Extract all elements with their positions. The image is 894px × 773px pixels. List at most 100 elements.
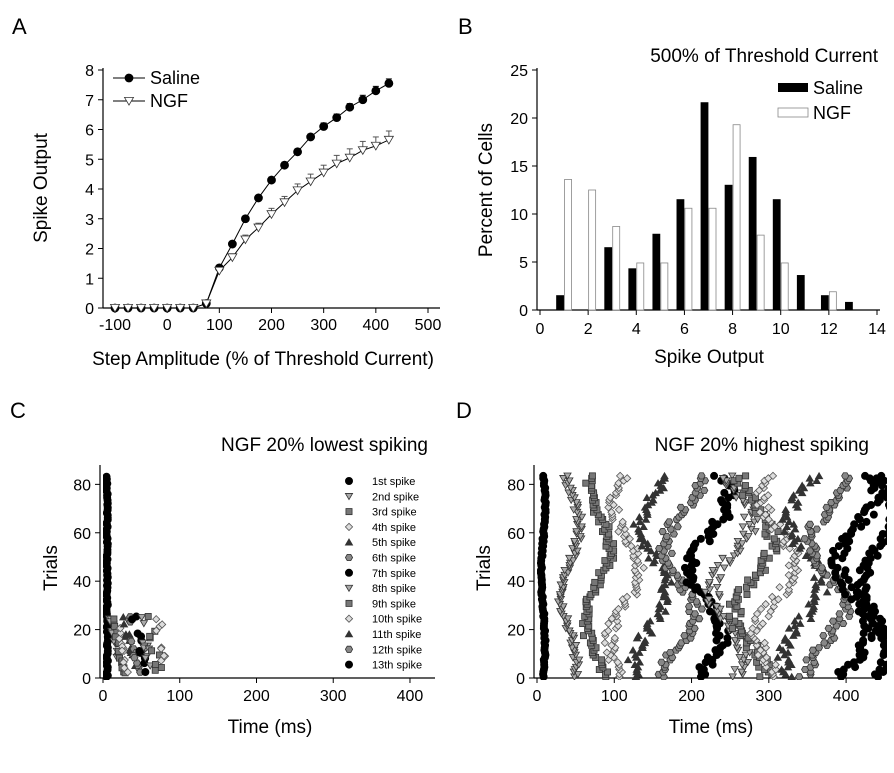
panel-b-histogram: 500% of Threshold Current Percent of Cel…	[476, 46, 886, 368]
panel-a-line-saline	[115, 82, 390, 309]
panel-d-spike-2	[570, 537, 579, 546]
panel-d-spike-14	[876, 658, 885, 667]
panel-d-spike-8	[737, 668, 746, 676]
panel-d-spike-8	[713, 562, 723, 570]
panel-d-spike-10	[768, 592, 777, 602]
panel-d-spike-12	[801, 666, 810, 674]
panel-d-spike-10	[762, 662, 771, 672]
panel-d-spike-9	[742, 482, 749, 490]
panel-d-spike-9	[735, 586, 743, 594]
panel-d-spike-5	[635, 658, 645, 666]
panel-c-spike-9	[152, 661, 159, 668]
panel-d-spike-4	[604, 619, 613, 628]
panel-d-spike-4	[615, 471, 625, 481]
panel-d-spike-13	[829, 546, 838, 555]
panel-d-spike-13	[862, 517, 871, 526]
panel-b-bar-saline	[796, 275, 805, 311]
panel-c-legend-marker-13	[344, 660, 353, 669]
panel-d-spike-5	[635, 517, 645, 526]
panel-c-legend-marker-3	[345, 508, 353, 516]
panel-d-spike-5	[653, 609, 663, 618]
panel-c-legend-label-5: 5th spike	[372, 537, 416, 549]
panel-d-spike-13	[861, 471, 870, 480]
panel-d-spike-11	[787, 672, 796, 680]
panel-d-spike-11	[791, 626, 801, 635]
panel-b-y-tick-label: 0	[519, 303, 528, 320]
panel-c-spike-9	[144, 613, 152, 620]
panel-d-spike-11	[790, 617, 800, 625]
panel-d-spike-2	[577, 523, 586, 531]
panel-d-spike-6	[667, 549, 676, 557]
panel-a-point-ngf	[188, 303, 199, 313]
panel-c-x-tick-label: 0	[99, 688, 108, 705]
panel-d-spike-6	[662, 532, 671, 540]
panel-a-point-saline	[227, 239, 237, 249]
panel-b-legend-ngf-label: NGF	[813, 103, 851, 123]
panel-b-y-tick-label: 5	[519, 255, 528, 272]
panel-c-spike-5	[119, 620, 129, 628]
panel-label-c: C	[10, 398, 26, 423]
panel-a-y-axis-label: Spike Output	[31, 132, 52, 243]
panel-d-spike-14	[853, 588, 862, 597]
panel-c-legend-label-8: 8th spike	[372, 583, 416, 595]
panel-d-spike-5	[639, 522, 648, 531]
panel-d-spike-11	[780, 527, 789, 535]
panel-c-spike-10	[157, 620, 167, 629]
panel-d-spike-14	[884, 523, 887, 531]
panel-b-x-tick-label: 12	[820, 321, 838, 338]
panel-b-legend-saline-label: Saline	[813, 78, 863, 98]
panel-c-legend-label-2: 2nd spike	[372, 491, 419, 503]
panel-d-spike-6	[697, 472, 706, 480]
panel-c-spike-6	[130, 654, 139, 662]
panel-d-spike-6	[697, 605, 706, 613]
panel-d-spike-8	[739, 513, 749, 522]
panel-d-spike-8	[720, 564, 729, 572]
panel-c-legend-marker-10	[344, 614, 354, 623]
panel-d-spike-11	[784, 655, 793, 664]
panel-d-spike-2	[566, 484, 575, 493]
panel-d-spike-13	[869, 510, 878, 519]
panel-d-y-tick-label: 20	[507, 623, 525, 640]
panel-d-raster-highest: NGF 20% highest spiking Trials Time (ms)…	[474, 435, 894, 738]
panel-c-x-tick-label: 200	[243, 688, 270, 705]
panel-d-spike-11	[806, 614, 816, 622]
panel-d-spike-11	[809, 573, 819, 581]
panel-d-spike-10	[760, 638, 769, 648]
panel-d-spike-6	[676, 503, 685, 511]
panel-d-spike-5	[655, 600, 664, 608]
panel-c-y-tick-label: 80	[73, 477, 91, 494]
panel-b-bar-ngf	[636, 262, 645, 311]
panel-b-bar-saline	[676, 199, 685, 311]
panel-d-spike-6	[666, 649, 675, 657]
panel-d-spike-2	[563, 472, 572, 480]
panel-d-spike-8	[725, 557, 734, 565]
panel-d-spike-8	[731, 494, 741, 502]
panel-b-x-axis-label: Spike Output	[654, 347, 765, 368]
panel-b-legend-saline-swatch	[778, 83, 808, 92]
panel-c-legend-marker-6	[344, 553, 354, 562]
panel-a-point-ngf	[227, 253, 238, 263]
panel-d-spike-3	[588, 472, 596, 480]
panel-d-spike-7	[710, 471, 719, 480]
panel-a-x-tick-label: 200	[258, 317, 285, 334]
panel-a-point-ngf	[253, 223, 264, 233]
panel-d-spike-14	[890, 496, 894, 503]
panel-d-spike-11	[780, 634, 790, 642]
panel-a-point-saline	[280, 160, 289, 170]
panel-d-spike-10	[761, 600, 770, 609]
panel-c-x-tick-label: 300	[320, 688, 347, 705]
panel-c-legend-label-9: 9th spike	[372, 598, 416, 610]
panel-d-spike-4	[623, 474, 632, 483]
panel-d-spike-11	[793, 498, 803, 506]
panel-b-y-axis-label: Percent of Cells	[476, 123, 497, 257]
panel-d-spike-7	[680, 563, 689, 572]
panel-d-spike-4	[607, 641, 616, 650]
panel-d-spike-7	[696, 534, 705, 543]
panel-d-spike-10	[755, 508, 765, 517]
panel-d-spike-2	[568, 557, 578, 565]
panel-b-legend-ngf-swatch	[777, 107, 809, 118]
panel-d-spike-6	[700, 486, 709, 494]
panel-b-bar-ngf	[708, 207, 717, 311]
panel-d-spike-14	[885, 484, 887, 492]
panel-d-spike-8	[729, 484, 739, 493]
